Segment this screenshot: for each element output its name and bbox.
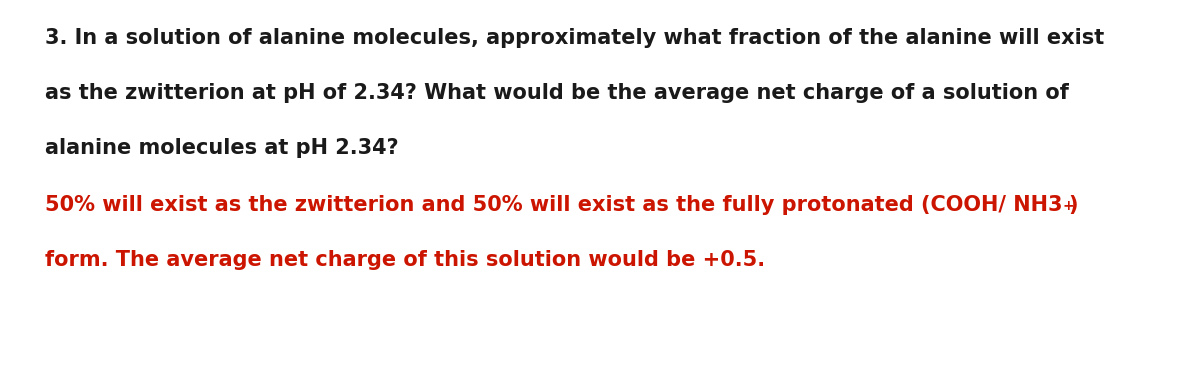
Text: alanine molecules at pH 2.34?: alanine molecules at pH 2.34? <box>46 138 398 158</box>
Text: 3. In a solution of alanine molecules, approximately what fraction of the alanin: 3. In a solution of alanine molecules, a… <box>46 28 1104 48</box>
Text: +: + <box>1062 199 1074 213</box>
Text: form. The average net charge of this solution would be +0.5.: form. The average net charge of this sol… <box>46 250 766 270</box>
Text: ): ) <box>1068 195 1078 215</box>
Text: 50% will exist as the zwitterion and 50% will exist as the fully protonated (COO: 50% will exist as the zwitterion and 50%… <box>46 195 1062 215</box>
Text: as the zwitterion at pH of 2.34? What would be the average net charge of a solut: as the zwitterion at pH of 2.34? What wo… <box>46 83 1069 103</box>
